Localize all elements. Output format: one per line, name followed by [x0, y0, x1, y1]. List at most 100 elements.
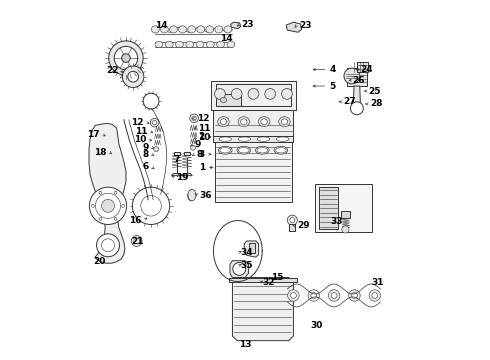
Polygon shape: [215, 142, 292, 202]
Circle shape: [369, 290, 381, 301]
Circle shape: [331, 293, 337, 298]
Bar: [341, 211, 350, 218]
Ellipse shape: [255, 146, 269, 154]
Ellipse shape: [220, 119, 227, 125]
Text: 10: 10: [198, 133, 211, 142]
Bar: [184, 152, 190, 155]
Ellipse shape: [281, 119, 288, 125]
Ellipse shape: [279, 117, 290, 127]
Ellipse shape: [196, 41, 204, 48]
Circle shape: [328, 290, 340, 301]
Ellipse shape: [258, 117, 270, 127]
Ellipse shape: [237, 146, 250, 154]
Circle shape: [350, 102, 364, 115]
Ellipse shape: [215, 89, 225, 99]
Circle shape: [114, 217, 117, 220]
Ellipse shape: [238, 137, 251, 141]
Circle shape: [99, 192, 102, 194]
Ellipse shape: [151, 26, 159, 33]
Text: 20: 20: [94, 257, 106, 266]
Polygon shape: [245, 241, 259, 257]
Text: 23: 23: [299, 21, 311, 30]
Ellipse shape: [282, 89, 293, 99]
Ellipse shape: [219, 137, 232, 141]
Ellipse shape: [257, 137, 270, 141]
Text: 2: 2: [198, 132, 205, 141]
Text: 17: 17: [87, 130, 100, 139]
Circle shape: [128, 71, 139, 82]
Ellipse shape: [188, 26, 196, 33]
Circle shape: [344, 68, 360, 84]
Circle shape: [99, 217, 102, 220]
Ellipse shape: [170, 26, 177, 33]
Text: 21: 21: [131, 237, 144, 246]
Circle shape: [287, 215, 297, 225]
Text: 23: 23: [242, 19, 254, 28]
Polygon shape: [229, 278, 297, 282]
Ellipse shape: [227, 41, 235, 48]
Circle shape: [288, 290, 299, 301]
Circle shape: [353, 74, 361, 81]
Ellipse shape: [179, 26, 187, 33]
Ellipse shape: [206, 26, 214, 33]
Circle shape: [134, 238, 140, 244]
Text: 31: 31: [371, 278, 384, 287]
Text: 11: 11: [135, 127, 147, 136]
Circle shape: [372, 293, 378, 298]
Text: 6: 6: [143, 162, 149, 171]
Text: 22: 22: [106, 66, 119, 75]
Ellipse shape: [265, 89, 275, 99]
Circle shape: [291, 293, 296, 298]
Circle shape: [342, 226, 349, 233]
Circle shape: [92, 204, 95, 207]
Ellipse shape: [215, 26, 223, 33]
Polygon shape: [231, 22, 241, 29]
Ellipse shape: [224, 26, 232, 33]
Bar: [318, 187, 338, 229]
Ellipse shape: [276, 137, 289, 141]
Circle shape: [131, 235, 142, 246]
Circle shape: [311, 293, 317, 298]
Text: 15: 15: [271, 273, 284, 282]
Text: 24: 24: [361, 65, 373, 74]
Text: 29: 29: [297, 221, 310, 230]
Text: 7: 7: [173, 155, 180, 164]
Text: 27: 27: [343, 97, 356, 106]
Ellipse shape: [186, 41, 194, 48]
Ellipse shape: [197, 26, 205, 33]
Circle shape: [122, 54, 130, 62]
Text: 1: 1: [198, 163, 205, 172]
Bar: [357, 62, 368, 72]
Ellipse shape: [241, 119, 247, 125]
Text: 14: 14: [220, 34, 233, 43]
Ellipse shape: [160, 26, 169, 33]
Ellipse shape: [220, 98, 227, 103]
Ellipse shape: [261, 119, 268, 125]
Polygon shape: [89, 123, 126, 263]
Circle shape: [122, 204, 124, 207]
Text: 25: 25: [368, 86, 381, 95]
Ellipse shape: [217, 41, 224, 48]
Text: 3: 3: [198, 150, 205, 159]
Bar: [315, 184, 372, 232]
Circle shape: [109, 41, 143, 75]
Text: 10: 10: [134, 135, 147, 144]
Ellipse shape: [175, 41, 183, 48]
Ellipse shape: [188, 189, 196, 201]
Circle shape: [290, 218, 295, 223]
Text: 30: 30: [311, 321, 323, 330]
Ellipse shape: [238, 117, 249, 127]
Text: 19: 19: [176, 173, 189, 182]
Ellipse shape: [219, 146, 232, 154]
Polygon shape: [353, 86, 361, 106]
Text: 4: 4: [329, 65, 336, 74]
Polygon shape: [211, 81, 296, 110]
Polygon shape: [213, 110, 294, 136]
Circle shape: [190, 114, 198, 123]
Ellipse shape: [231, 89, 242, 99]
Polygon shape: [232, 278, 294, 341]
Text: 35: 35: [241, 261, 253, 270]
Text: 33: 33: [330, 217, 343, 226]
Circle shape: [152, 121, 157, 125]
Text: 16: 16: [129, 216, 142, 225]
